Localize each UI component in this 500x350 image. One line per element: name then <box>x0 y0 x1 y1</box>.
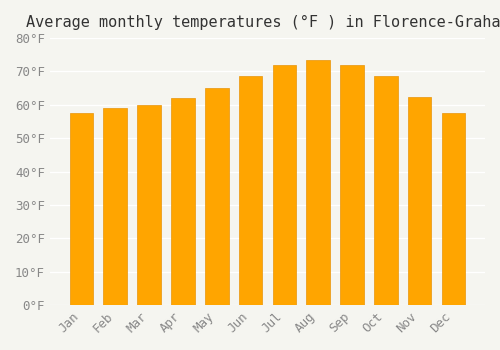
Bar <box>205 88 229 305</box>
Bar <box>442 113 465 305</box>
Bar <box>138 105 161 305</box>
Bar <box>340 65 364 305</box>
Bar <box>306 60 330 305</box>
Bar <box>171 98 194 305</box>
Bar <box>408 97 432 305</box>
Bar <box>272 65 296 305</box>
Bar <box>70 113 94 305</box>
Bar <box>104 108 127 305</box>
Bar <box>374 77 398 305</box>
Bar <box>238 77 262 305</box>
Title: Average monthly temperatures (°F ) in Florence-Graham: Average monthly temperatures (°F ) in Fl… <box>26 15 500 30</box>
